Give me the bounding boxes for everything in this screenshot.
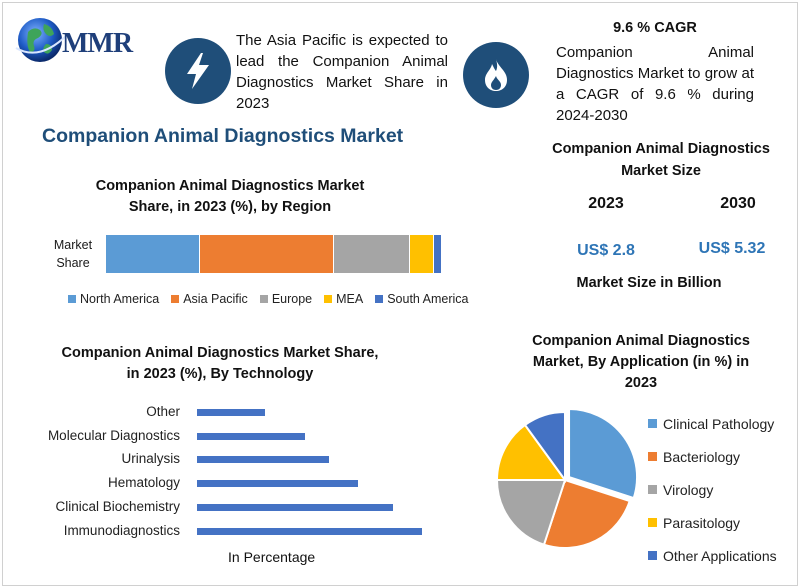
legend-label: Bacteriology <box>663 448 741 465</box>
legend-swatch <box>259 295 268 303</box>
legend-swatch <box>648 419 657 428</box>
legend-label: Parasitology <box>663 514 741 531</box>
region-chart-title: Companion Animal Diagnostics Market Shar… <box>95 178 365 215</box>
market-size-title: Companion Animal Diagnostics Market Size <box>552 141 770 179</box>
market-value-2023: US$ 2.8 <box>577 242 635 259</box>
region-legend-europe: Europe <box>259 292 313 306</box>
technology-label-other: Other <box>146 404 180 419</box>
lightning-icon <box>165 38 231 104</box>
legend-label: South America <box>387 292 469 306</box>
globe-icon <box>15 18 69 62</box>
region-bar-segment-asia-pacific <box>200 235 335 273</box>
technology-label-clinical-biochemistry: Clinical Biochemistry <box>55 498 180 514</box>
application-pie-chart <box>495 408 639 549</box>
legend-swatch <box>68 295 76 303</box>
legend-label: North America <box>80 292 160 306</box>
application-legend-bacteriology: Bacteriology <box>648 440 777 473</box>
cagr-text: Companion Animal Diagnostics Market to g… <box>556 44 754 124</box>
legend-swatch <box>648 551 657 560</box>
legend-swatch <box>324 295 333 303</box>
legend-swatch <box>648 518 657 527</box>
technology-chart: Other Molecular Diagnostics Urinalysis Hema… <box>30 400 470 540</box>
market-value-2030: US$ 5.32 <box>698 240 766 257</box>
region-category-label: Market Share <box>53 238 93 270</box>
main-title: Companion Animal Diagnostics Market <box>42 125 404 147</box>
technology-label-hematology: Hematology <box>107 475 180 491</box>
market-year-2030: 2030 <box>720 195 756 212</box>
region-legend-mea: MEA <box>324 292 363 306</box>
technology-bar-immunodiagnostics <box>197 527 422 535</box>
technology-x-axis-label: In Percentage <box>228 549 316 565</box>
legend-swatch <box>648 452 657 461</box>
pie-slice-clinical-pathology <box>568 408 639 500</box>
technology-chart-title: Companion Animal Diagnostics Market Shar… <box>61 345 379 382</box>
legend-label: MEA <box>336 292 364 306</box>
legend-label: Asia Pacific <box>183 292 248 306</box>
region-lead-text: The Asia Pacific is expected to lead the… <box>236 32 448 112</box>
region-legend: North America Asia Pacific Europe MEA South … <box>68 292 469 306</box>
technology-label-urinalysis: Urinalysis <box>121 451 180 467</box>
technology-bar-other <box>197 409 266 416</box>
technology-bar-hematology <box>197 480 359 488</box>
market-size-caption: Market Size in Billion <box>576 275 722 291</box>
region-bar-segment-europe <box>334 235 411 273</box>
application-legend-parasitology: Parasitology <box>648 506 777 539</box>
region-bar-segment-south-america <box>433 235 442 273</box>
legend-swatch <box>375 295 384 303</box>
region-bar-segment-north-america <box>106 235 201 273</box>
application-legend-clinical-pathology: Clinical Pathology <box>648 407 777 440</box>
application-legend: Clinical Pathology Bacteriology Virology Pa… <box>648 407 777 572</box>
legend-label: Europe <box>271 292 313 306</box>
legend-swatch <box>171 295 180 303</box>
region-legend-north-america: North America <box>68 292 159 306</box>
legend-label: Other Applications <box>663 547 777 564</box>
technology-label-molecular-diagnostics: Molecular Diagnostics <box>47 427 180 443</box>
region-bar-segment-mea <box>410 235 434 273</box>
pie-slice-bacteriology <box>542 478 631 549</box>
mmr-logo: MMR <box>8 6 148 76</box>
market-year-2023: 2023 <box>588 195 624 212</box>
legend-swatch <box>648 485 657 494</box>
legend-label: Virology <box>663 481 714 498</box>
region-legend-south-america: South America <box>375 292 469 306</box>
technology-bar-molecular-diagnostics <box>197 432 305 440</box>
technology-bar-clinical-biochemistry <box>197 503 393 511</box>
pie-slice-other-applications <box>523 410 566 484</box>
pie-slice-parasitology <box>495 423 567 481</box>
application-chart-title: Companion Animal Diagnostics Market, By … <box>532 333 750 391</box>
flame-icon <box>463 42 529 108</box>
application-legend-other-applications: Other Applications <box>648 539 777 572</box>
region-stacked-bar <box>106 235 442 273</box>
pie-slice-virology <box>495 479 567 546</box>
application-legend-virology: Virology <box>648 473 777 506</box>
technology-bar-urinalysis <box>197 456 330 464</box>
logo-text: MMR <box>62 28 133 59</box>
technology-label-immunodiagnostics: Immunodiagnostics <box>63 522 180 538</box>
region-legend-asia-pacific: Asia Pacific <box>171 292 248 306</box>
legend-label: Clinical Pathology <box>663 415 775 432</box>
cagr-title: 9.6 % CAGR <box>613 20 697 36</box>
